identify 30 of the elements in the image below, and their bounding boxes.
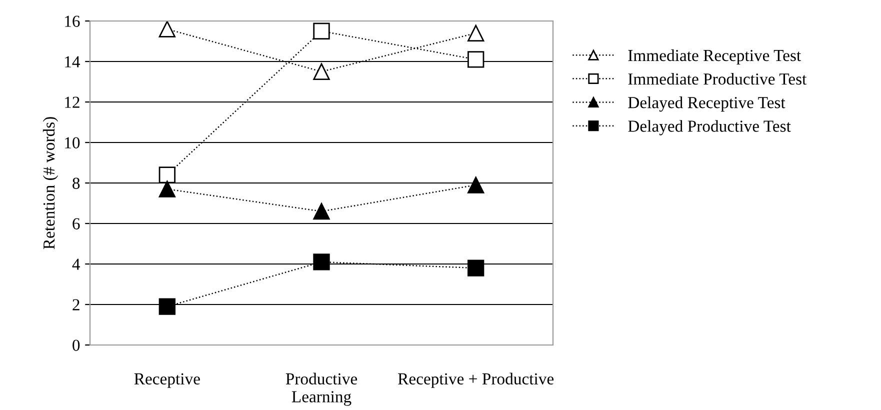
point bbox=[158, 180, 176, 198]
legend-label: Delayed Receptive Test bbox=[628, 96, 786, 112]
x-tick-label: Receptive + Productive bbox=[398, 372, 554, 388]
point bbox=[158, 166, 176, 184]
y-tick-label: 6 bbox=[72, 218, 80, 230]
y-tick-label: 12 bbox=[65, 96, 80, 108]
y-tick-label: 0 bbox=[72, 340, 80, 351]
point bbox=[313, 254, 330, 270]
point bbox=[468, 176, 484, 194]
point bbox=[313, 22, 330, 40]
x-tick-label: Receptive bbox=[134, 373, 200, 388]
y-tick-label: 2 bbox=[72, 299, 80, 310]
point bbox=[313, 63, 330, 80]
point bbox=[468, 24, 484, 42]
point bbox=[158, 298, 176, 315]
point bbox=[158, 21, 176, 38]
point bbox=[468, 51, 484, 68]
y-tick-label: 14 bbox=[65, 56, 80, 68]
x-axis-title: Learning bbox=[292, 391, 352, 406]
y-tick-label: 10 bbox=[65, 137, 80, 148]
y-tick-label: 8 bbox=[72, 178, 80, 189]
y-axis-title: Retention (# words) bbox=[42, 117, 58, 250]
point bbox=[468, 260, 484, 276]
legend-label: Immediate Receptive Test bbox=[628, 49, 801, 65]
y-tick-label: 4 bbox=[72, 258, 80, 270]
legend-label: Immediate Productive Test bbox=[628, 72, 807, 85]
y-tick-label: 16 bbox=[65, 16, 80, 27]
x-tick-label: Productive bbox=[286, 372, 358, 385]
point bbox=[313, 203, 330, 220]
legend-label: Delayed Productive Test bbox=[628, 120, 791, 136]
